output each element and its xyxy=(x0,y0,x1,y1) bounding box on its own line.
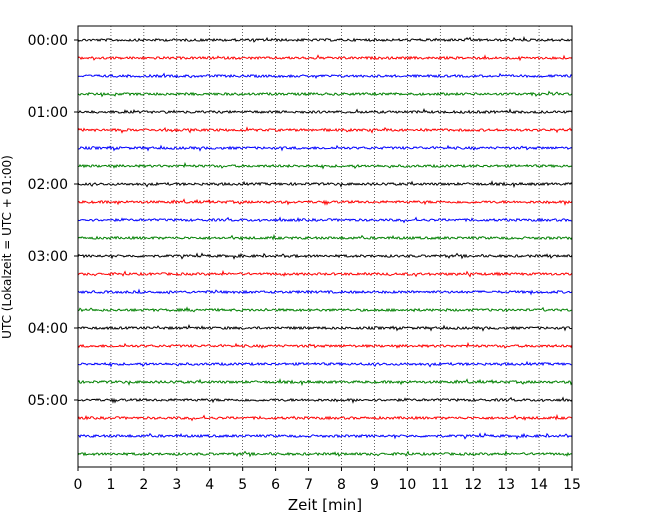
trace-17 xyxy=(77,341,573,349)
trace-4 xyxy=(77,107,573,115)
y-tick-label-0: 00:00 xyxy=(28,33,68,49)
trace-5 xyxy=(77,126,573,134)
y-tick-label-2: 02:00 xyxy=(28,177,68,193)
trace-14 xyxy=(77,288,573,296)
trace-group xyxy=(77,36,573,458)
x-tick-label-10: 10 xyxy=(398,477,416,493)
y-tick-label-1: 01:00 xyxy=(28,105,68,121)
x-axis-label: Zeit [min] xyxy=(288,496,362,514)
x-tick-label-5: 5 xyxy=(238,477,247,493)
trace-19 xyxy=(77,378,573,387)
trace-3 xyxy=(77,90,573,98)
x-tick-label-15: 15 xyxy=(563,477,581,493)
trace-15 xyxy=(77,306,573,313)
trace-13 xyxy=(77,269,573,278)
x-tick-label-12: 12 xyxy=(464,477,482,493)
x-tick-label-6: 6 xyxy=(271,477,280,493)
trace-12 xyxy=(77,252,573,260)
trace-1 xyxy=(77,54,573,62)
trace-9 xyxy=(77,198,573,206)
y-axis-label: UTC (Lokalzeit = UTC + 01:00) xyxy=(0,155,14,339)
y-tick-label-5: 05:00 xyxy=(28,393,68,409)
x-tick-label-2: 2 xyxy=(139,477,148,493)
x-tick-label-4: 4 xyxy=(205,477,214,493)
trace-22 xyxy=(77,432,573,440)
x-tick-label-0: 0 xyxy=(74,477,83,493)
x-tick-label-9: 9 xyxy=(370,477,379,493)
trace-8 xyxy=(77,180,573,189)
x-tick-label-14: 14 xyxy=(530,477,548,493)
trace-16 xyxy=(77,324,573,332)
x-tick-label-8: 8 xyxy=(337,477,346,493)
y-tick-label-3: 03:00 xyxy=(28,249,68,265)
x-tick-label-11: 11 xyxy=(431,477,449,493)
trace-18 xyxy=(77,360,573,368)
trace-21 xyxy=(77,413,573,422)
plot-frame xyxy=(77,25,573,468)
trace-20 xyxy=(77,396,573,404)
trace-2 xyxy=(77,72,573,80)
x-tick-label-3: 3 xyxy=(172,477,181,493)
trace-6 xyxy=(77,144,573,152)
x-tick-label-7: 7 xyxy=(304,477,313,493)
trace-11 xyxy=(77,233,573,241)
y-axis: 00:00 01:00 02:00 03:00 04:00 05:00 xyxy=(28,33,78,409)
x-axis: 0 1 2 3 4 5 6 7 8 9 10 11 12 13 14 15 xyxy=(74,467,581,493)
trace-10 xyxy=(77,216,573,224)
trace-7 xyxy=(77,161,573,170)
x-tick-label-1: 1 xyxy=(106,477,115,493)
x-tick-label-13: 13 xyxy=(497,477,515,493)
trace-0 xyxy=(77,36,573,43)
y-tick-label-4: 04:00 xyxy=(28,321,68,337)
trace-23 xyxy=(77,449,573,458)
